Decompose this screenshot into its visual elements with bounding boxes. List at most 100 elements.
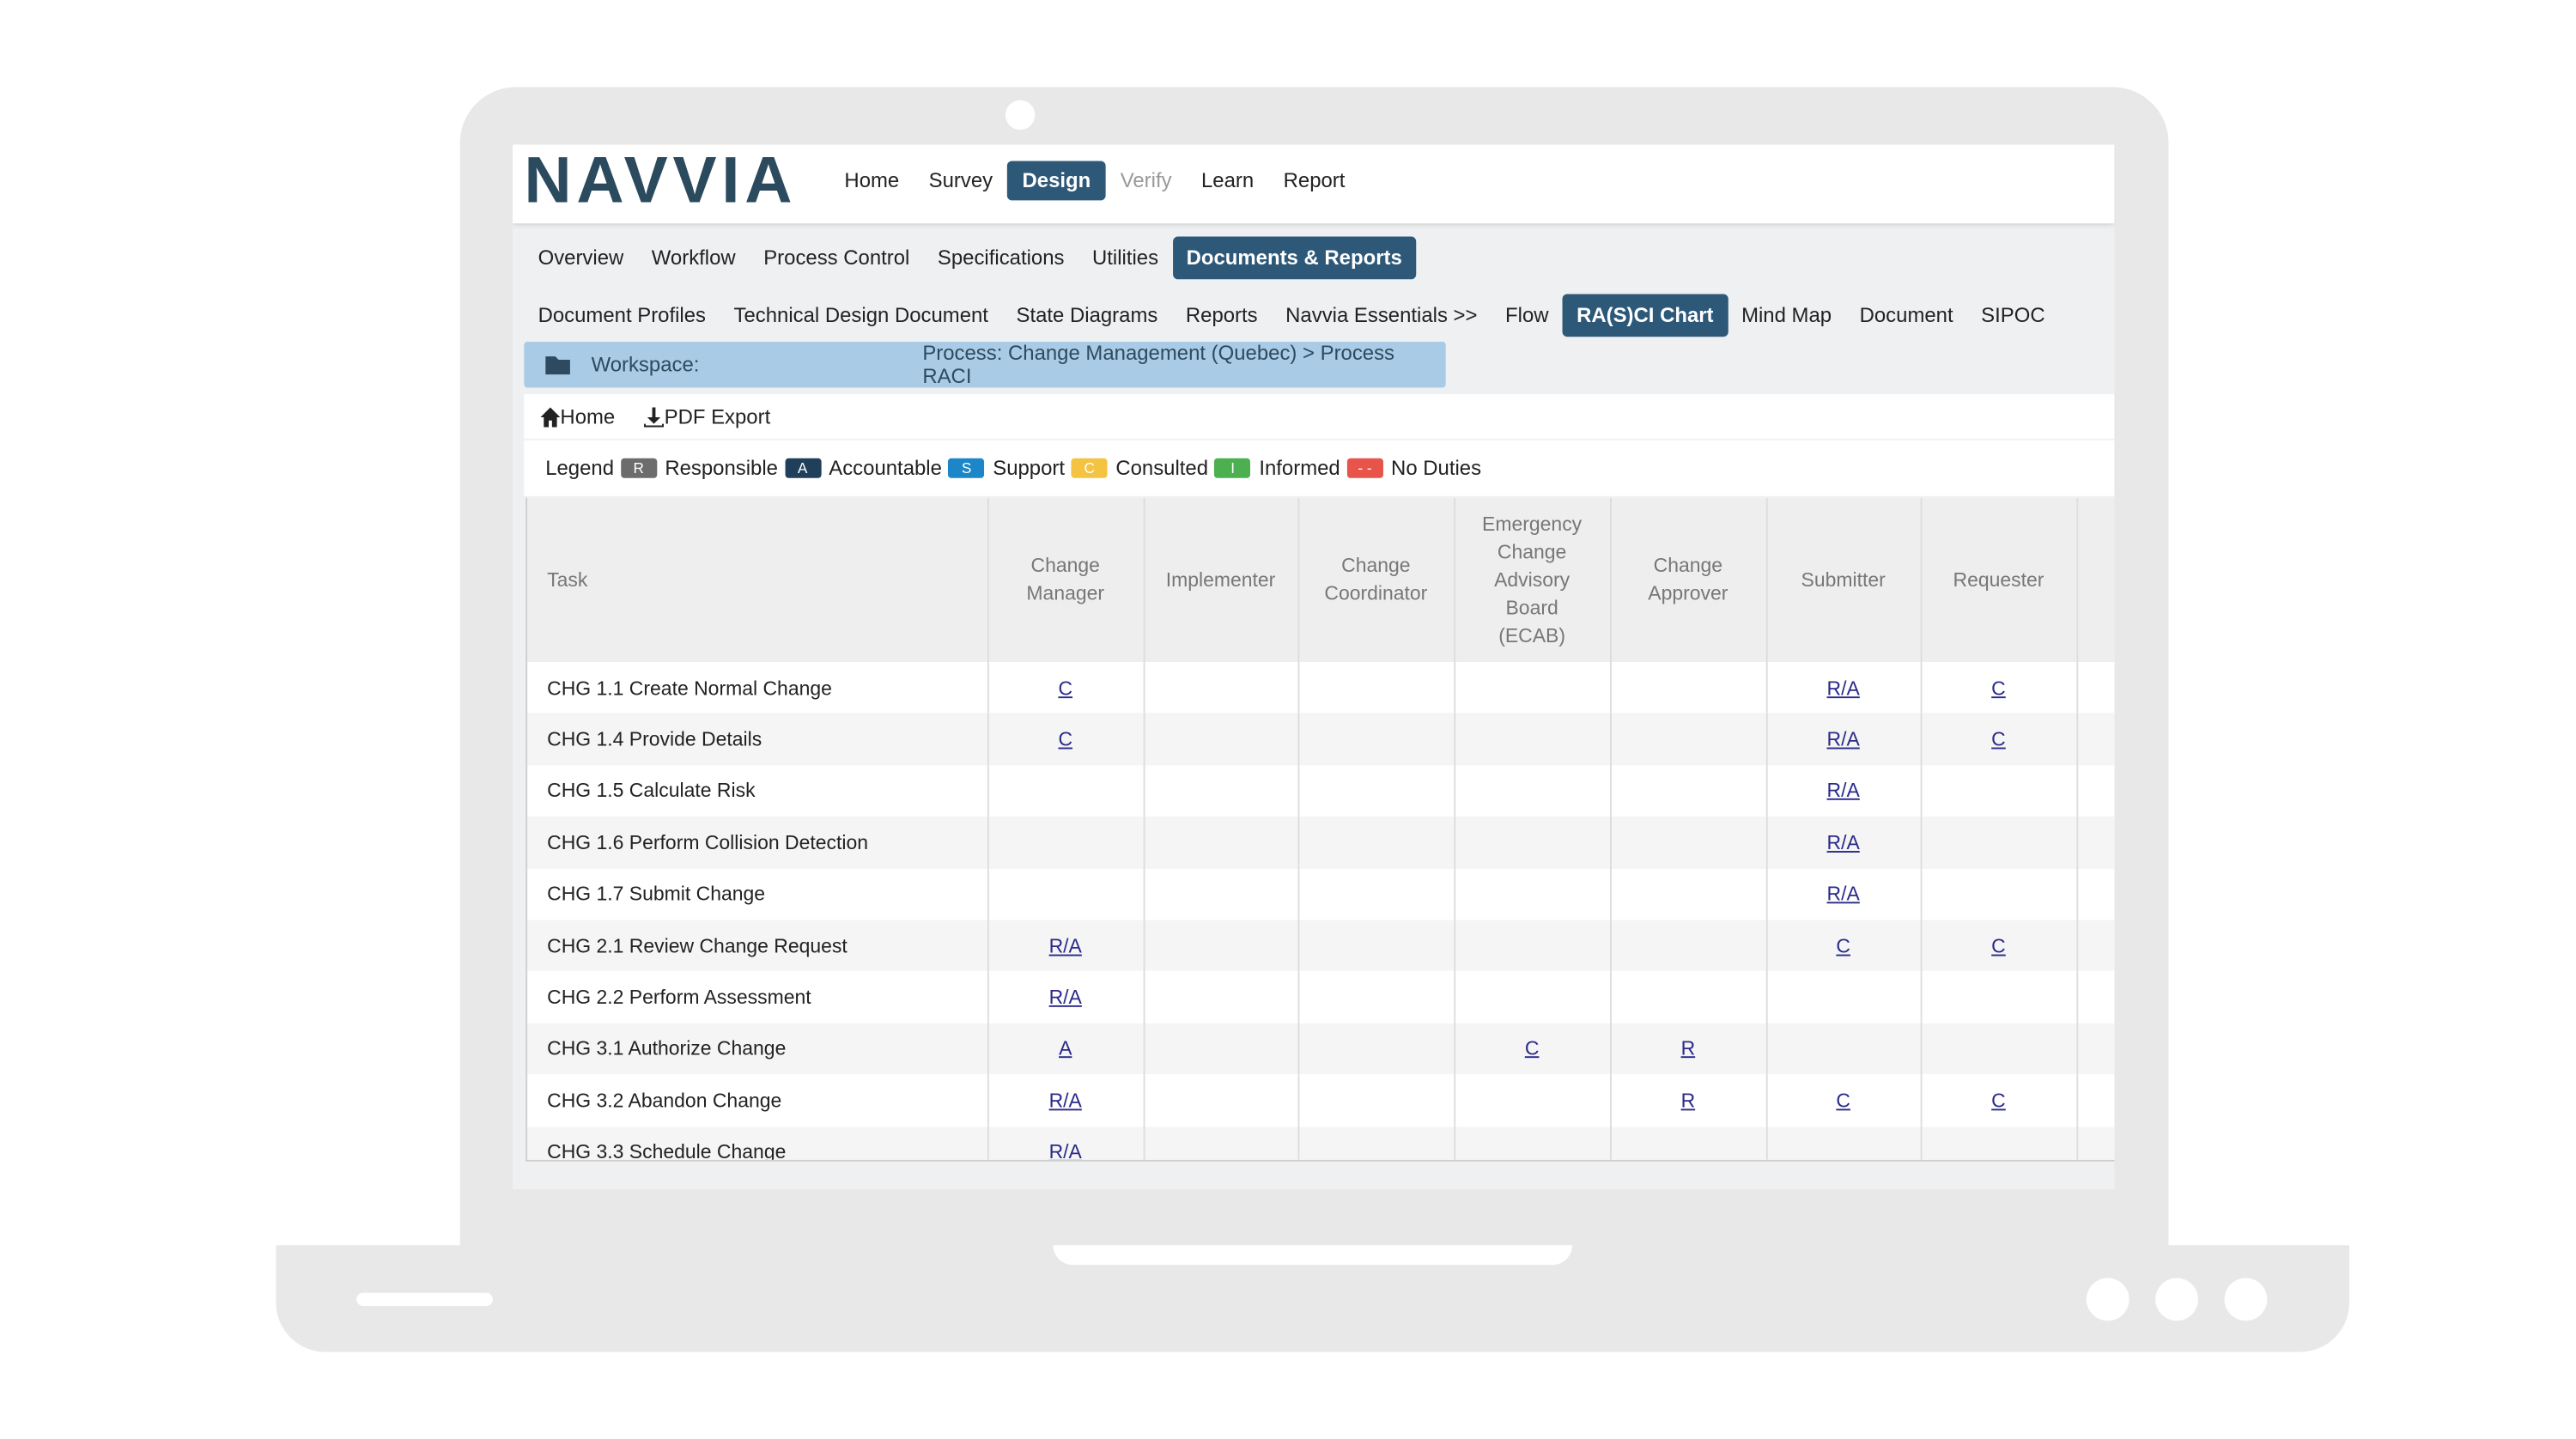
raci-link[interactable]: R/A [1048, 933, 1082, 957]
raci-cell [1454, 817, 1611, 869]
nav-item[interactable]: Learn [1200, 169, 1255, 192]
raci-link[interactable]: C [1991, 727, 2006, 751]
legend-badge: R [620, 458, 657, 478]
raci-link[interactable]: R/A [1048, 1140, 1082, 1162]
header-cell: Change Coordinator [1297, 497, 1455, 663]
raci-cell: A [987, 1023, 1145, 1075]
subtab[interactable]: Document [1859, 303, 1953, 327]
raci-link[interactable]: R/A [1826, 779, 1860, 803]
legend: Legend R Responsible A Accountable S Support C C… [524, 440, 2115, 496]
raci-link[interactable]: R/A [1048, 1089, 1082, 1112]
toolbar-pdf[interactable]: PDF Export [664, 404, 771, 428]
raci-cell [2076, 765, 2115, 817]
raci-cell [1920, 817, 2078, 869]
raci-cell [1143, 920, 1299, 972]
raci-cell [1765, 1126, 1922, 1160]
subtab[interactable]: Navvia Essentials >> [1285, 303, 1478, 327]
raci-link[interactable]: C [1524, 1037, 1540, 1060]
table-row: CHG 1.1 Create Normal Change C R/A C [527, 662, 2115, 714]
logo: NAVVIA [524, 144, 798, 217]
camera [1005, 100, 1036, 131]
legend-label: Support [993, 456, 1066, 480]
screen: NAVVIA Home Survey Design Verify Learn Report… [512, 144, 2115, 1190]
raci-cell [2076, 971, 2115, 1023]
raci-link[interactable]: C [1991, 676, 2006, 700]
tab[interactable]: Process Control [763, 246, 910, 270]
legend-badge: S [948, 458, 985, 478]
download-icon [644, 406, 665, 427]
raci-cell [1297, 713, 1455, 766]
raci-link[interactable]: R/A [1826, 676, 1860, 700]
base-dot [2086, 1278, 2129, 1321]
raci-link[interactable]: C [1836, 933, 1850, 957]
subtab[interactable]: Technical Design Document [733, 303, 988, 327]
tab[interactable]: Specifications [937, 246, 1065, 270]
nav-item[interactable]: Survey [928, 169, 993, 192]
raci-link[interactable]: R/A [1048, 986, 1082, 1009]
raci-cell [1143, 1074, 1299, 1126]
raci-cell [1297, 868, 1455, 920]
legend-badge: I [1214, 458, 1251, 478]
raci-cell: R/A [1765, 868, 1922, 920]
raci-cell: R/A [987, 971, 1145, 1023]
nav-item[interactable]: Design [1007, 161, 1106, 201]
toolbar: Home PDF Export [524, 394, 2115, 439]
raci-link[interactable]: C [1991, 1089, 2006, 1112]
raci-cell [1610, 868, 1767, 920]
raci-link[interactable]: C [1836, 1089, 1850, 1112]
raci-link[interactable]: R [1680, 1089, 1696, 1112]
legend-label: Consulted [1115, 456, 1209, 480]
legend-label: Responsible [665, 456, 778, 480]
nav-item[interactable]: Report [1283, 169, 1346, 192]
header-cell: Requester [1920, 497, 2078, 663]
raci-cell [1610, 713, 1767, 766]
subtab[interactable]: Flow [1505, 303, 1549, 327]
raci-cell: R/A [987, 1126, 1145, 1162]
nav-item[interactable]: Home [844, 169, 900, 192]
raci-cell [1454, 1074, 1611, 1126]
legend-label: Informed [1259, 456, 1340, 480]
raci-cell [1143, 868, 1299, 920]
raci-cell [1143, 817, 1299, 869]
raci-cell [1297, 765, 1455, 817]
raci-cell [1454, 868, 1611, 920]
raci-cell [1610, 765, 1767, 817]
subtab[interactable]: Mind Map [1741, 303, 1832, 327]
raci-link[interactable]: R/A [1826, 882, 1860, 906]
raci-cell [2076, 662, 2115, 714]
legend-badge: C [1071, 458, 1108, 478]
subtab[interactable]: Document Profiles [538, 303, 706, 327]
raci-link[interactable]: R [1680, 1037, 1696, 1060]
raci-cell [1454, 765, 1611, 817]
notch [1053, 1245, 1572, 1266]
raci-cell: R/A [1765, 662, 1922, 714]
raci-cell [1610, 817, 1767, 869]
toolbar-home[interactable]: Home [560, 404, 616, 428]
base-slot [356, 1292, 493, 1307]
raci-cell [1920, 868, 2078, 920]
raci-cell [2076, 1023, 2115, 1075]
header-cell: Change Approver [1610, 497, 1767, 663]
raci-link[interactable]: C [1058, 676, 1073, 700]
raci-link[interactable]: C [1058, 727, 1073, 751]
tab[interactable]: Documents & Reports [1172, 236, 1417, 280]
raci-link[interactable]: R/A [1826, 727, 1860, 751]
raci-cell: R/A [1765, 765, 1922, 817]
tab[interactable]: Overview [538, 246, 624, 270]
raci-cell: C [1920, 662, 2078, 714]
raci-link[interactable]: A [1059, 1037, 1072, 1060]
base-dot [2155, 1278, 2198, 1321]
subtab[interactable]: RA(S)CI Chart [1562, 294, 1728, 337]
raci-cell: R/A [1765, 817, 1922, 869]
raci-link[interactable]: R/A [1826, 830, 1860, 854]
raci-link[interactable]: C [1991, 933, 2006, 957]
tab[interactable]: Utilities [1091, 246, 1159, 270]
nav-item[interactable]: Verify [1120, 169, 1172, 192]
raci-cell [2076, 1126, 2115, 1160]
raci-cell [1143, 713, 1299, 766]
subtab[interactable]: SIPOC [1981, 303, 2045, 327]
subtab[interactable]: Reports [1185, 303, 1258, 327]
subtab[interactable]: State Diagrams [1016, 303, 1158, 327]
tab[interactable]: Workflow [651, 246, 736, 270]
